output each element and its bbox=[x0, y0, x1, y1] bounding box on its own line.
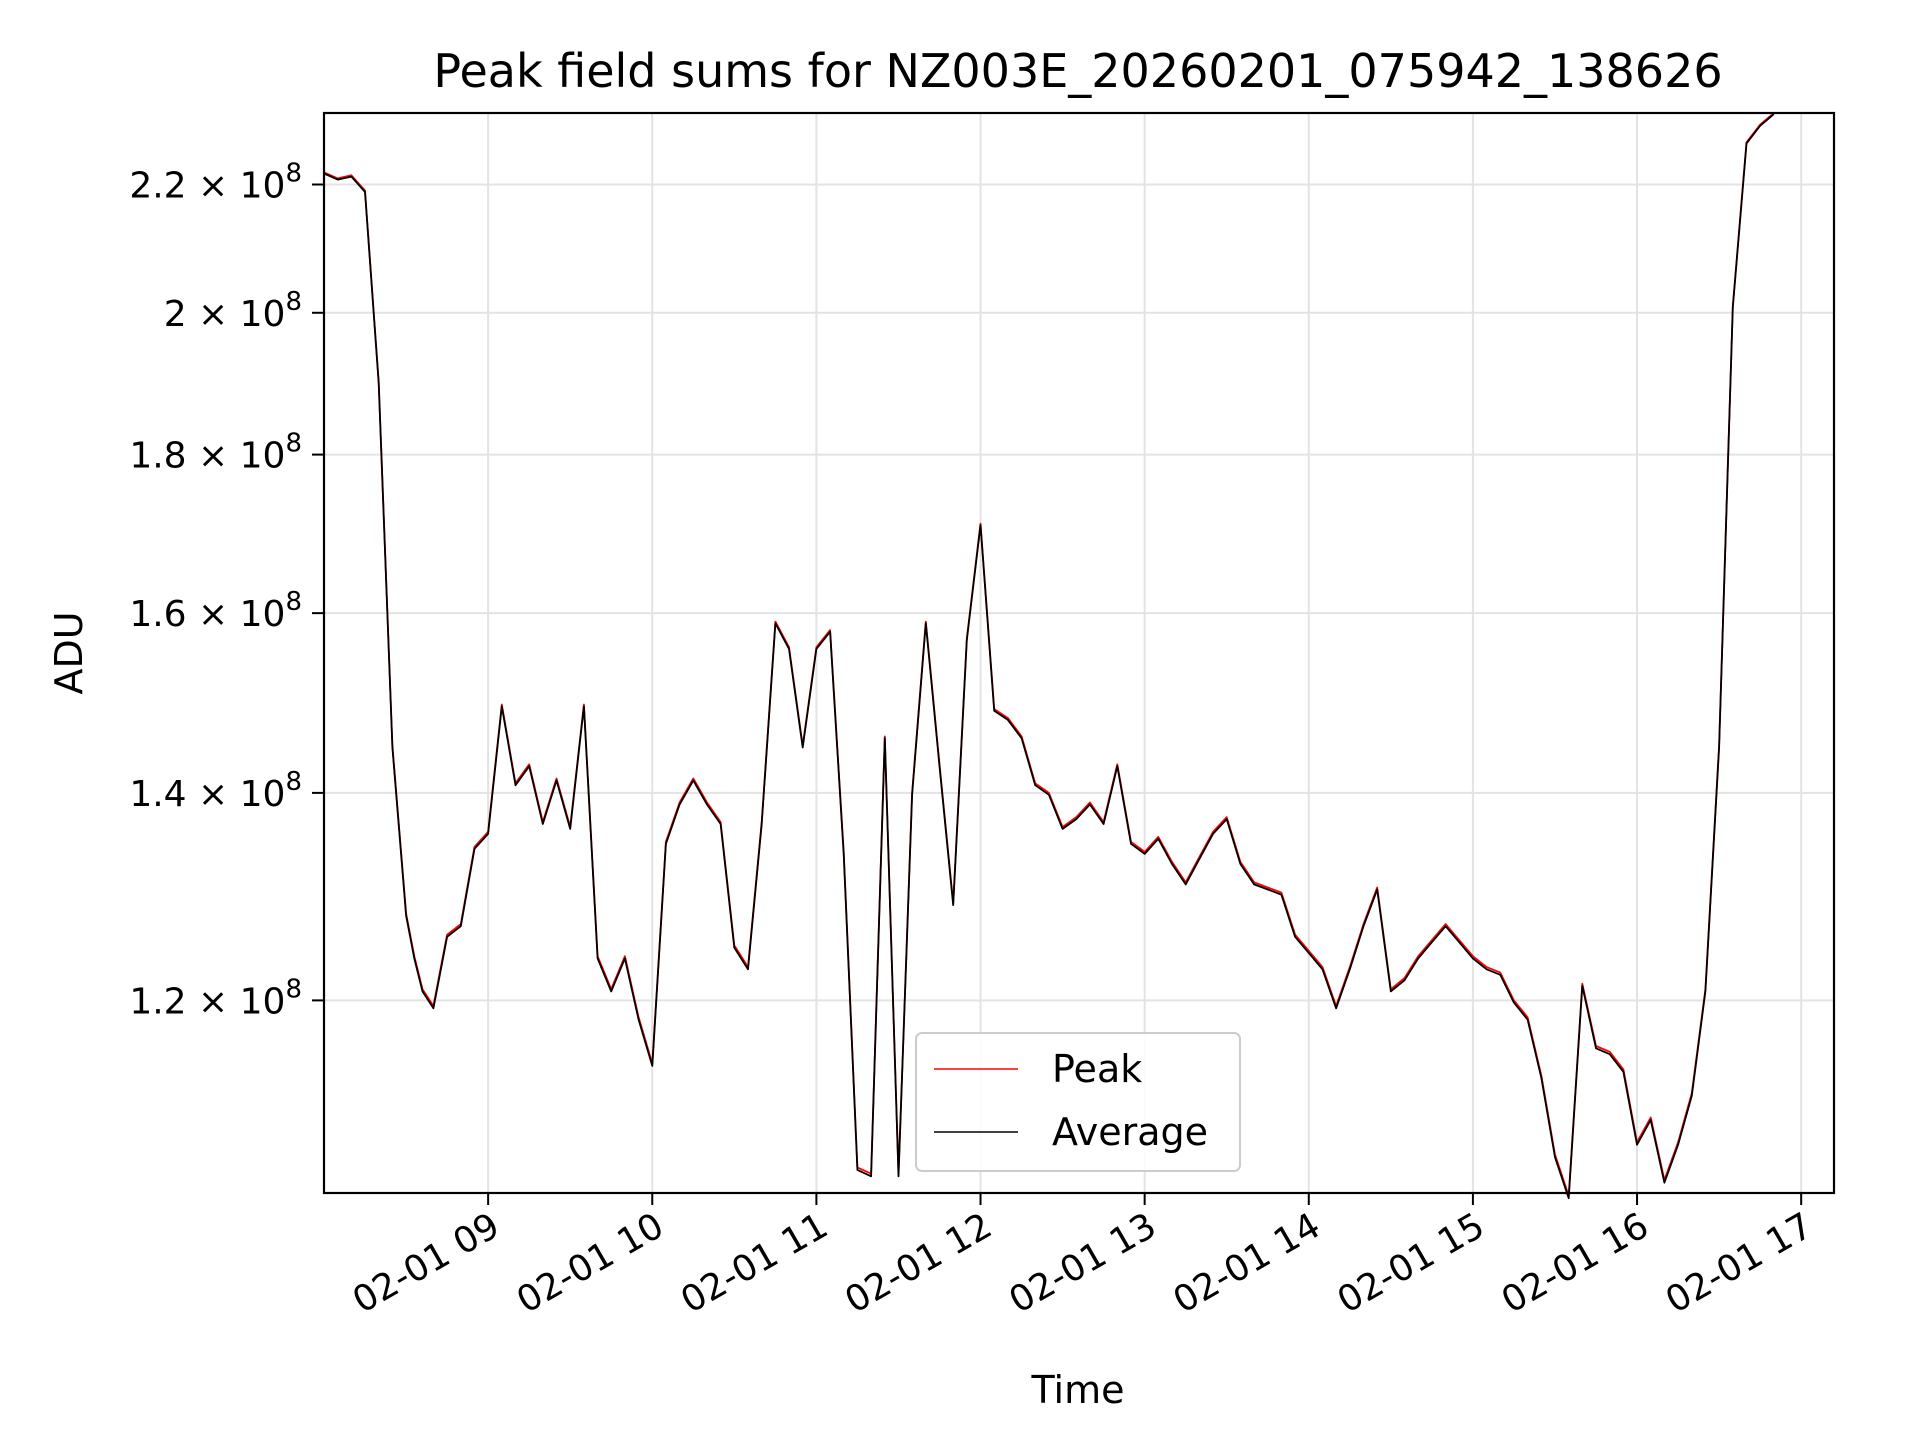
legend-box bbox=[915, 1032, 1241, 1172]
y-axis-label: ADU bbox=[47, 611, 91, 694]
y-tick-label: 2 × 108 bbox=[164, 287, 302, 335]
y-axis-ticks: 1.2 × 108 1.4 × 108 1.6 × 108 1.8 × 108 2 × … bbox=[129, 158, 324, 1022]
y-tick-label: 1.4 × 108 bbox=[129, 767, 302, 815]
y-tick-label: 1.6 × 108 bbox=[129, 587, 302, 635]
x-axis-label: Time bbox=[1031, 1368, 1125, 1412]
plot-series bbox=[323, 112, 1775, 1200]
y-tick-label: 1.2 × 108 bbox=[129, 974, 302, 1022]
grid bbox=[324, 113, 1834, 1193]
axes-frame bbox=[322, 111, 1836, 1195]
legend-label-average: Average bbox=[1052, 1110, 1208, 1154]
y-tick-label: 1.8 × 108 bbox=[129, 429, 302, 477]
series-line-average bbox=[323, 113, 1775, 1200]
legend-label-peak: Peak bbox=[1052, 1047, 1142, 1091]
y-tick-label: 2.2 × 108 bbox=[129, 158, 302, 206]
legend: Peak Average bbox=[915, 1032, 1241, 1172]
chart-title: Peak field sums for NZ003E_20260201_0759… bbox=[433, 44, 1722, 98]
